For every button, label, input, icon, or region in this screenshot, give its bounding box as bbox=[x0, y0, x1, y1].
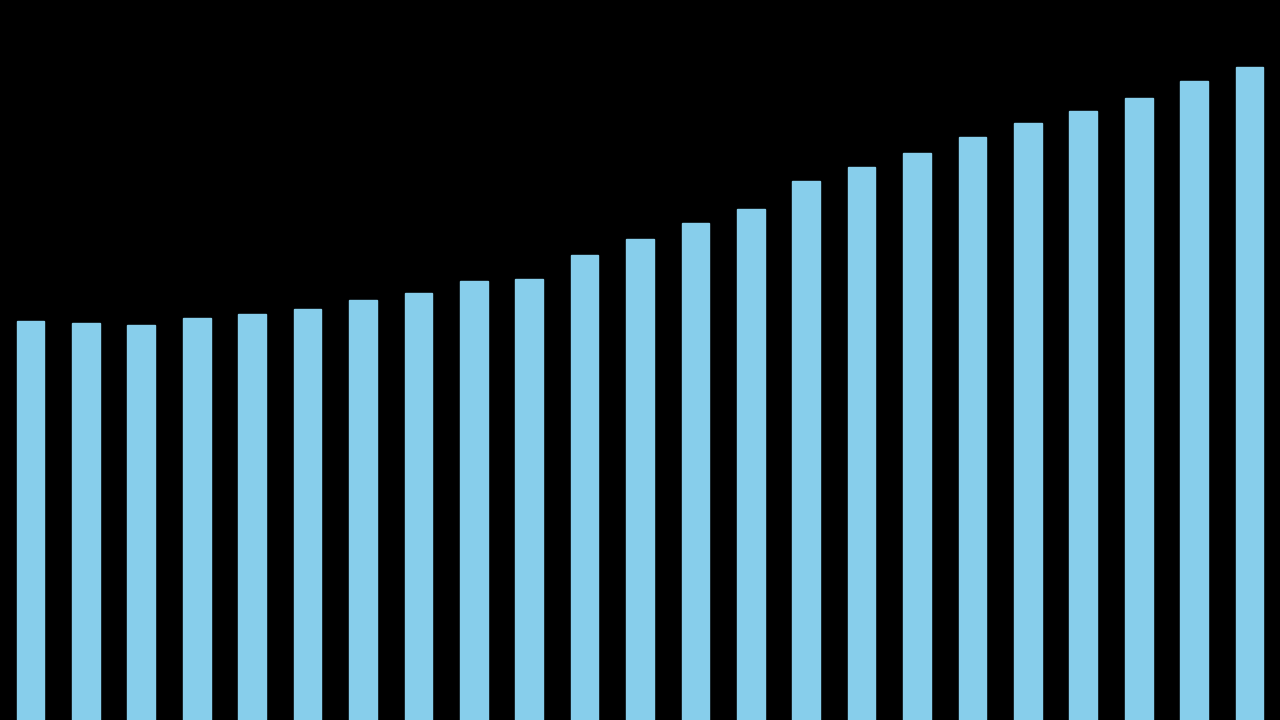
Bar bbox=[681, 223, 709, 720]
Bar bbox=[349, 300, 376, 720]
Bar bbox=[904, 153, 931, 720]
Bar bbox=[571, 256, 599, 720]
Bar bbox=[460, 281, 488, 720]
Bar bbox=[626, 239, 654, 720]
Bar bbox=[17, 320, 45, 720]
Bar bbox=[1014, 123, 1042, 720]
Bar bbox=[1235, 68, 1263, 720]
Bar bbox=[737, 209, 764, 720]
Bar bbox=[183, 318, 211, 720]
Bar bbox=[238, 313, 266, 720]
Bar bbox=[1069, 112, 1097, 720]
Bar bbox=[293, 309, 321, 720]
Bar bbox=[792, 181, 820, 720]
Bar bbox=[1180, 81, 1208, 720]
Bar bbox=[959, 137, 987, 720]
Bar bbox=[1125, 97, 1152, 720]
Bar bbox=[847, 167, 876, 720]
Bar bbox=[128, 325, 155, 720]
Bar bbox=[404, 292, 433, 720]
Bar bbox=[72, 323, 100, 720]
Bar bbox=[516, 279, 543, 720]
